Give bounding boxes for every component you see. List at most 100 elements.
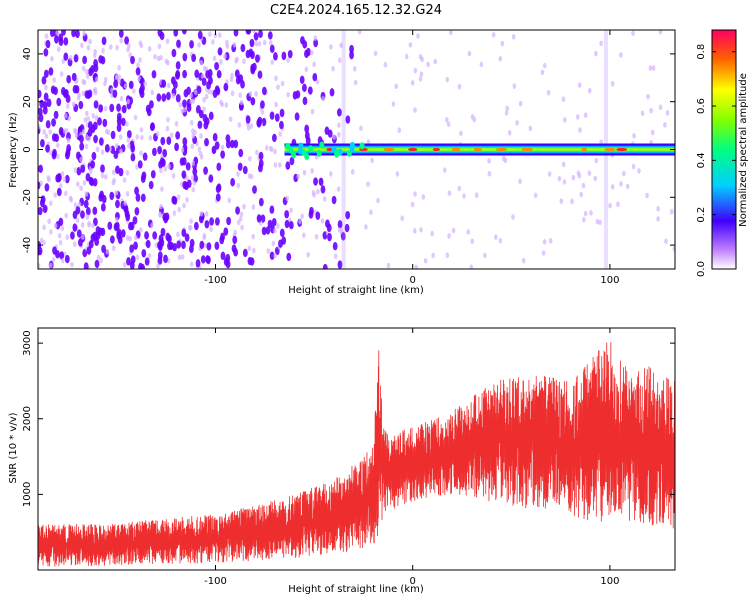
heatmap-y-tick-label: 40 <box>22 48 33 61</box>
heatmap-cell <box>126 98 131 105</box>
heatmap-cell <box>349 50 354 60</box>
heatmap-cell <box>38 164 43 174</box>
heatmap-cell <box>215 193 221 202</box>
heatmap-cell <box>160 227 166 237</box>
heatmap-cell <box>650 129 655 136</box>
heatmap-cell <box>494 234 498 240</box>
snr-x-tick-label: 0 <box>410 576 416 587</box>
heatmap-cell <box>87 121 93 130</box>
heatmap-cell <box>81 129 86 135</box>
snr-panel: -100 0 100 1000 2000 3000 Height of straight… <box>8 327 676 595</box>
heatmap-cell <box>219 58 223 65</box>
heatmap-cell <box>84 191 89 197</box>
heatmap-cell <box>238 92 242 98</box>
heatmap-cell <box>175 70 181 79</box>
heatmap-cell <box>373 50 378 57</box>
heatmap-cell <box>160 136 166 146</box>
heatmap-cell <box>91 113 96 119</box>
heatmap-cell <box>189 119 194 126</box>
heatmap-cell <box>225 259 231 269</box>
heatmap-cell <box>78 238 83 247</box>
heatmap-cell <box>133 241 138 250</box>
heatmap-cell <box>186 179 192 188</box>
heatmap-cell <box>61 30 66 36</box>
heatmap-cell <box>108 44 113 50</box>
signal-wobble <box>331 145 337 153</box>
heatmap-cell <box>125 170 130 176</box>
heatmap-cell <box>45 39 51 49</box>
heatmap-cell <box>56 174 62 183</box>
heatmap-cell <box>141 249 147 258</box>
heatmap-cell <box>242 58 246 65</box>
heatmap-cell <box>235 76 241 85</box>
heatmap-cell <box>107 221 113 230</box>
heatmap-cell <box>269 111 275 120</box>
heatmap-cell <box>133 114 138 121</box>
heatmap-cell <box>45 120 51 129</box>
heatmap-cell <box>146 107 152 117</box>
heatmap-cell <box>219 235 225 245</box>
heatmap-cell <box>622 170 626 177</box>
heatmap-cell <box>201 77 207 86</box>
heatmap-cell <box>273 162 278 168</box>
heatmap-cell <box>188 225 193 231</box>
heatmap-cell <box>114 221 120 231</box>
heatmap-cell <box>209 226 213 233</box>
heatmap-cell <box>116 117 122 126</box>
heatmap-cell <box>310 168 314 174</box>
heatmap-cell <box>258 159 264 168</box>
heatmap-cell <box>239 211 244 218</box>
heatmap-cell <box>308 210 314 219</box>
heatmap-cell <box>129 261 135 269</box>
heatmap-cell <box>242 165 248 175</box>
heatmap-cell <box>649 107 653 114</box>
heatmap-cell <box>119 95 124 102</box>
heatmap-cell <box>232 41 237 48</box>
heatmap-cell <box>122 261 127 268</box>
heatmap-cell <box>182 69 188 79</box>
heatmap-cell <box>192 167 198 176</box>
colorbar-tick-label: 0.4 <box>696 152 707 168</box>
heatmap-cell <box>63 52 69 61</box>
heatmap-cell <box>74 132 79 138</box>
heatmap-cell <box>254 41 259 47</box>
heatmap-cell <box>470 238 474 245</box>
heatmap-cell <box>528 125 533 132</box>
heatmap-cell <box>159 54 163 61</box>
heatmap-cell <box>548 237 553 244</box>
heatmap-cell <box>204 93 209 100</box>
heatmap-cell <box>310 49 314 56</box>
heatmap-cell <box>212 133 218 142</box>
heatmap-cell <box>312 61 316 68</box>
heatmap-cell <box>505 105 510 112</box>
heatmap-cell <box>213 32 218 39</box>
colorbar: 0.0 0.2 0.4 0.6 0.8 Normalized spectral ampl… <box>696 29 749 277</box>
heatmap-cell <box>47 218 51 225</box>
heatmap-cell <box>166 116 170 123</box>
heatmap-cell <box>269 44 275 53</box>
heatmap-cell <box>56 142 60 149</box>
heatmap-cell <box>171 48 177 58</box>
heatmap-cell <box>158 211 162 218</box>
heatmap-cell <box>202 234 207 241</box>
heatmap-cell <box>130 144 136 153</box>
heatmap-cell <box>271 217 277 227</box>
heatmap-cell <box>56 46 61 53</box>
heatmap-cell <box>587 87 592 94</box>
heatmap-cell <box>205 255 210 264</box>
heatmap-cell <box>225 253 231 263</box>
heatmap-cell <box>658 104 663 111</box>
heatmap-cell <box>109 191 115 201</box>
heatmap-cell <box>114 189 119 196</box>
heatmap-cell <box>119 148 123 155</box>
heatmap-cell <box>443 167 447 173</box>
heatmap-cell <box>413 107 417 113</box>
heatmap-cell <box>101 47 105 54</box>
heatmap-cell <box>73 202 78 208</box>
heatmap-cell <box>71 72 77 82</box>
heatmap-cell <box>284 219 290 229</box>
heatmap-cell <box>77 201 82 208</box>
heatmap-cell <box>249 38 255 48</box>
heatmap-cell <box>278 239 283 248</box>
heatmap-cell <box>491 31 496 38</box>
